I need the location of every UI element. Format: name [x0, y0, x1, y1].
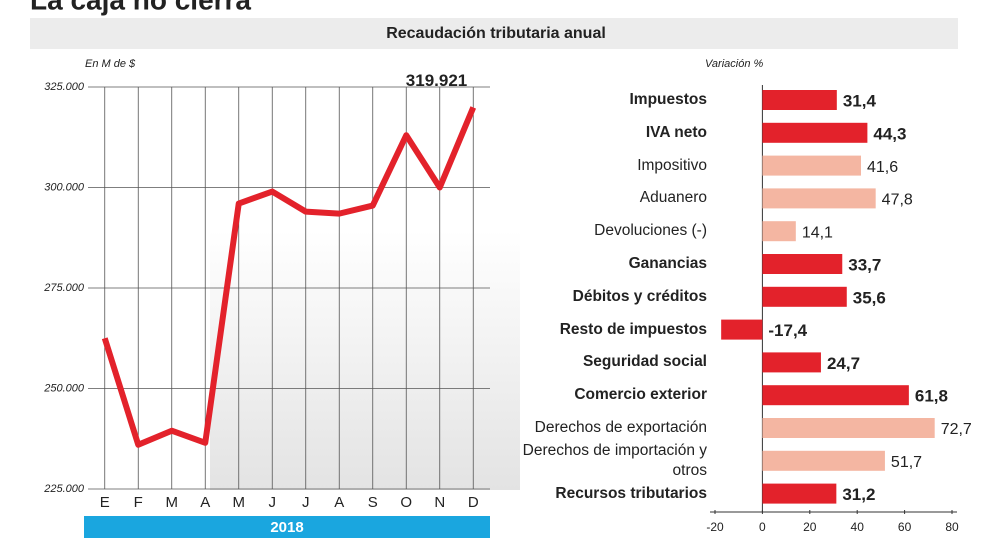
- x-tick-label: E: [100, 494, 110, 511]
- category-label: IVA neto: [645, 123, 707, 141]
- category-label: Impositivo: [637, 156, 707, 174]
- bar: [762, 418, 935, 438]
- y-tick-label: 225.000: [43, 483, 85, 495]
- data-label: 33,7: [848, 255, 881, 274]
- x-tick-label: 60: [898, 520, 912, 534]
- category-label: Impuestos: [629, 91, 707, 108]
- bar: [762, 90, 837, 110]
- subtitle: Recaudación tributaria anual: [386, 25, 606, 42]
- y-tick-label: 300.000: [44, 181, 85, 193]
- data-label: 14,1: [802, 224, 833, 241]
- y-tick-label: 250.000: [43, 382, 85, 394]
- x-tick-label: A: [200, 494, 210, 511]
- data-label: 51,7: [891, 454, 922, 471]
- data-label: 41,6: [867, 159, 898, 176]
- x-tick-label: J: [302, 494, 310, 511]
- category-label: Derechos de exportación: [534, 419, 707, 436]
- subtitle-band: [30, 18, 958, 49]
- bar: [762, 286, 847, 307]
- data-label: 31,2: [842, 485, 875, 504]
- category-label: Seguridad social: [582, 353, 707, 371]
- x-tick-label: S: [368, 494, 378, 511]
- y-tick-label: 275.000: [43, 282, 85, 294]
- x-tick-label: 20: [803, 520, 817, 534]
- headline: La caja no cierra: [30, 0, 251, 15]
- x-tick-label: 80: [945, 520, 959, 534]
- category-label: Comercio exterior: [574, 386, 707, 404]
- bar: [762, 450, 885, 471]
- bar: [721, 319, 763, 340]
- bar: [762, 483, 837, 504]
- bar: [762, 188, 876, 209]
- x-tick-label: N: [434, 494, 445, 511]
- data-label: 24,7: [827, 354, 860, 373]
- x-tick-label: 0: [759, 520, 766, 534]
- bar: [762, 352, 821, 373]
- x-axis-label: Variación %: [705, 58, 764, 70]
- data-label: 72,7: [941, 421, 972, 438]
- category-label: Ganancias: [628, 255, 707, 272]
- data-label: 31,4: [843, 91, 877, 110]
- x-tick-label: 40: [851, 520, 865, 534]
- background-photo: [210, 230, 520, 490]
- category-label: Aduanero: [639, 189, 707, 207]
- y-axis-label: En M de $: [85, 58, 136, 70]
- x-tick-label: O: [400, 494, 412, 511]
- y-tick-label: 325.000: [44, 81, 85, 93]
- x-tick-label: D: [468, 494, 479, 511]
- bar: [762, 254, 843, 274]
- x-tick-label: M: [233, 494, 246, 511]
- line: [101, 106, 477, 448]
- x-tick-label: A: [334, 494, 344, 511]
- category-label: Resto de impuestos: [559, 320, 707, 338]
- bar: [762, 122, 868, 143]
- x-tick-label: -20: [706, 520, 724, 534]
- data-label: 61,8: [915, 387, 948, 406]
- data-label: 44,3: [873, 124, 906, 143]
- category-label: Devoluciones (-): [594, 222, 707, 240]
- x-tick-label: J: [269, 494, 277, 511]
- category-label: Débitos y créditos: [572, 287, 707, 305]
- data-label: 47,8: [882, 192, 913, 209]
- category-label: Recursos tributarios: [555, 484, 707, 502]
- category-label: Derechos de importación y otros: [522, 441, 707, 479]
- x-tick-label: F: [134, 494, 143, 511]
- year-band: [84, 516, 490, 538]
- x-tick-label: M: [166, 494, 179, 511]
- data-label: 35,6: [853, 288, 886, 307]
- year-label: 2018: [270, 519, 303, 536]
- data-label: 319.921: [406, 71, 467, 90]
- data-label: -17,4: [768, 321, 807, 340]
- bar: [762, 221, 796, 242]
- bar: [762, 155, 861, 176]
- bar: [762, 385, 909, 406]
